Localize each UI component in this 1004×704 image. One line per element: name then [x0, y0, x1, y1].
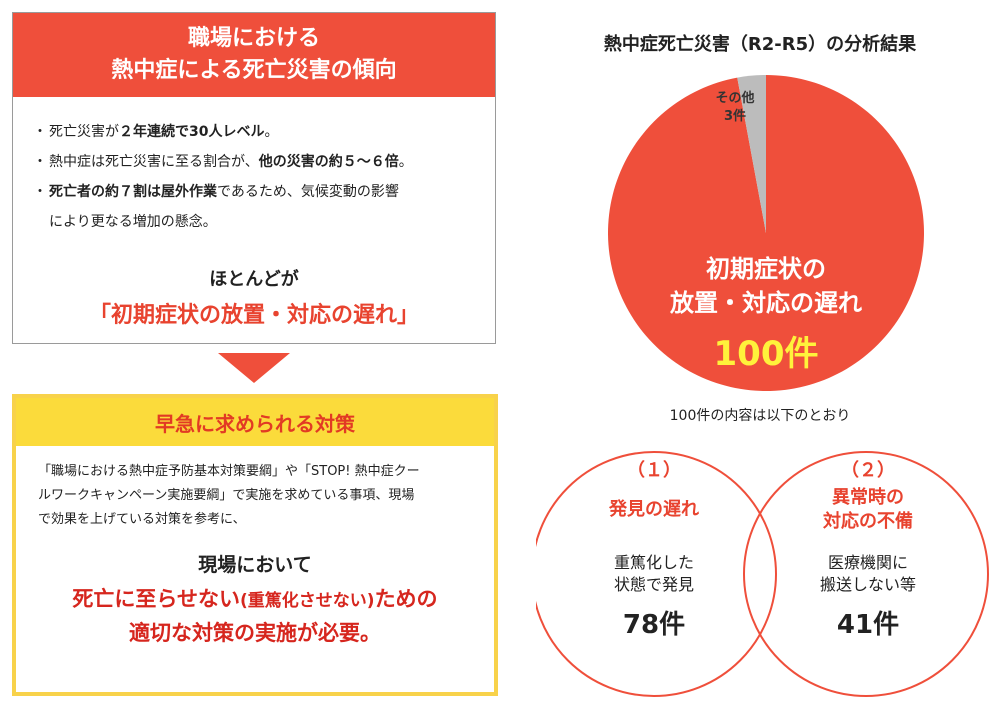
breakdown-circle — [743, 451, 989, 697]
pie-slice-label-other: その他 3件 — [715, 91, 755, 124]
breakdown-item-1: （１） 発見の遅れ 重篤化した 状態で発見 78件 — [609, 460, 699, 640]
list-item: 熱中症は死亡災害に至る割合が、他の災害の約５～６倍。 — [33, 147, 495, 177]
breakdown-circle — [536, 451, 777, 697]
pie-chart — [608, 75, 924, 391]
pie-slice-count-main: 100件 — [713, 334, 819, 374]
measures-summary-line2: 死亡に至らせない(重篤化させない)ための 適切な対策の実施が必要。 — [72, 587, 438, 645]
down-arrow-icon — [218, 353, 290, 383]
pie-slice-label-main: 初期症状の 放置・対応の遅れ — [670, 255, 862, 317]
measures-panel-title: 早急に求められる対策 — [16, 398, 494, 446]
trend-panel-title-line2: 熱中症による死亡災害の傾向 — [111, 58, 397, 83]
chart-title: 熱中症死亡災害（R2-R5）の分析結果 — [603, 34, 917, 55]
breakdown-item-2: （２） 異常時の 対応の不備 医療機関に 搬送しない等 41件 — [819, 460, 916, 640]
trend-panel: 職場における 熱中症による死亡災害の傾向 死亡災害が２年連続で30人レベル。 熱… — [12, 12, 496, 344]
measures-summary-line1: 現場において — [198, 554, 312, 576]
trend-summary-line1: ほとんどが — [209, 269, 299, 290]
trend-summary-line2: 「初期症状の放置・対応の遅れ」 — [88, 303, 419, 328]
breakdown-circles — [536, 451, 989, 697]
breakdown-note: 100件の内容は以下のとおり — [669, 408, 851, 424]
trend-bullet-list: 死亡災害が２年連続で30人レベル。 熱中症は死亡災害に至る割合が、他の災害の約５… — [13, 117, 495, 237]
pie-slice-other — [737, 75, 766, 233]
list-item: 死亡災害が２年連続で30人レベル。 — [33, 117, 495, 147]
trend-panel-header: 職場における 熱中症による死亡災害の傾向 — [13, 13, 495, 97]
trend-panel-title-line1: 職場における — [187, 26, 320, 51]
measures-panel: 早急に求められる対策 「職場における熱中症予防基本対策要綱」や「STOP! 熱中… — [12, 394, 498, 696]
measures-description: 「職場における熱中症予防基本対策要綱」や「STOP! 熱中症クー ルワークキャン… — [38, 464, 420, 527]
